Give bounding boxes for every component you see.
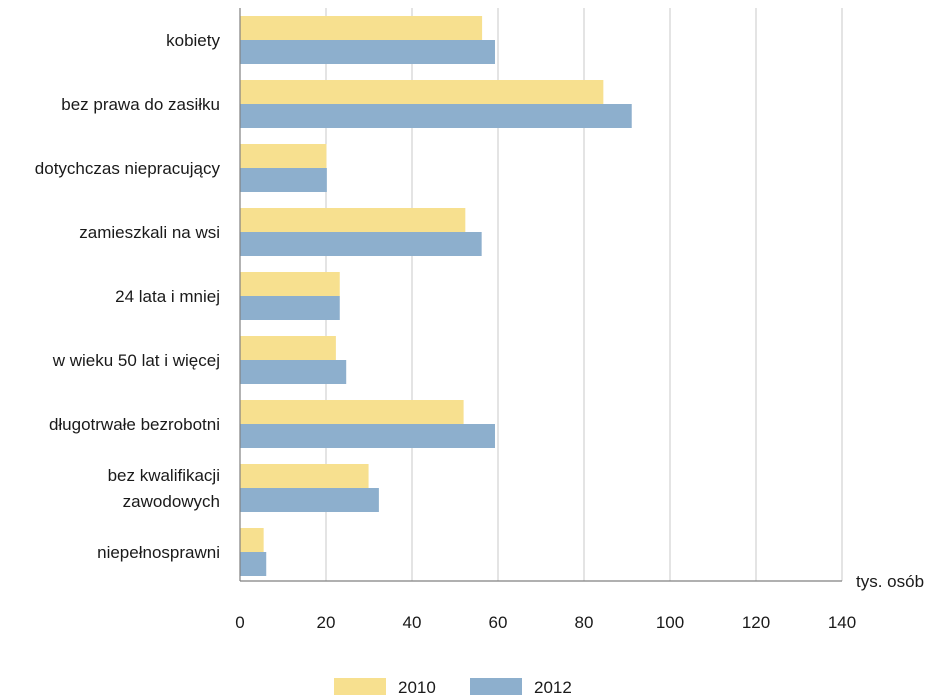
bar-2012-8: [240, 552, 267, 576]
bar-2012-3: [240, 232, 482, 256]
category-label-2: dotychczas niepracujący: [35, 159, 221, 178]
bar-2010-7: [240, 464, 369, 488]
category-label-4: 24 lata i mniej: [115, 287, 220, 306]
bar-2012-6: [240, 424, 495, 448]
bar-2012-5: [240, 360, 347, 384]
category-labels: kobiety bez prawa do zasiłku dotychczas ni…: [35, 31, 221, 562]
x-tick-label: 140: [828, 613, 856, 632]
bar-2010-6: [240, 400, 464, 424]
x-tick-label: 0: [235, 613, 244, 632]
bar-2012-1: [240, 104, 632, 128]
category-label-5: w wieku 50 lat i więcej: [52, 351, 220, 370]
x-tick-label: 20: [317, 613, 336, 632]
axes: [239, 8, 842, 582]
bar-2010-3: [240, 208, 466, 232]
legend-label-2010: 2010: [398, 678, 436, 696]
bar-2010-4: [240, 272, 340, 296]
bar-2010-0: [240, 16, 483, 40]
category-label-3: zamieszkali na wsi: [79, 223, 220, 242]
category-label-1: bez prawa do zasiłku: [61, 95, 220, 114]
category-label-6: długotrwałe bezrobotni: [49, 415, 220, 434]
bar-2010-1: [240, 80, 604, 104]
bar-2012-0: [240, 40, 495, 64]
category-label-7-line-1: zawodowych: [123, 492, 220, 511]
x-tick-labels: 0 20 40 60 80 100 120 140: [235, 613, 856, 632]
x-tick-label: 120: [742, 613, 770, 632]
bar-2012-2: [240, 168, 327, 192]
category-label-0: kobiety: [166, 31, 220, 50]
bar-2012-4: [240, 296, 340, 320]
bar-2010-5: [240, 336, 336, 360]
x-tick-label: 40: [403, 613, 422, 632]
legend-label-2012: 2012: [534, 678, 572, 696]
bar-2012-7: [240, 488, 379, 512]
x-axis-unit-label: tys. osób: [856, 572, 924, 591]
legend-swatch-2012: [470, 678, 522, 695]
legend-swatch-2010: [334, 678, 386, 695]
category-label-7-line-0: bez kwalifikacji: [108, 466, 220, 485]
category-label-8: niepełnosprawni: [97, 543, 220, 562]
x-tick-label: 80: [575, 613, 594, 632]
bar-2010-8: [240, 528, 264, 552]
x-tick-label: 60: [489, 613, 508, 632]
bars: [240, 16, 632, 576]
bar-2010-2: [240, 144, 327, 168]
legend: 2010 2012: [334, 678, 572, 696]
x-tick-label: 100: [656, 613, 684, 632]
